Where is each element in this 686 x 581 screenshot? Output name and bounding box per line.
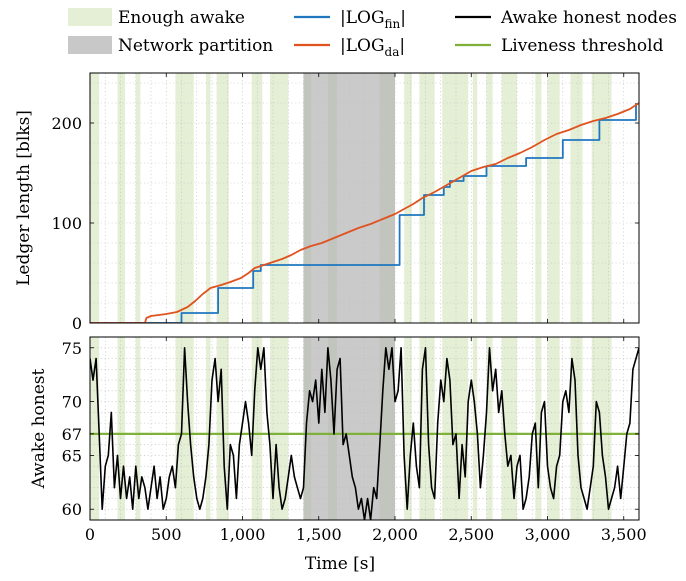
x-tick-label: 500 <box>151 525 182 544</box>
legend-item-fin: |LOGfin| <box>294 8 406 31</box>
top-awake-band-13 <box>442 73 469 323</box>
x-tick-label: 3,000 <box>525 525 571 544</box>
bottom-awake-band-1 <box>117 337 126 520</box>
bottom-y-axis-title: Awake honest <box>29 368 49 489</box>
bottom-awake-band-20 <box>591 337 612 520</box>
bottom-awake-band-14 <box>472 337 478 520</box>
series-line-nodes <box>90 347 639 520</box>
top-ytick-label: 0 <box>72 314 82 333</box>
x-tick-label: 2,000 <box>372 525 418 544</box>
legend-item-nodes: Awake honest nodes <box>455 8 677 28</box>
bottom-ytick-label: 65 <box>62 446 82 465</box>
top-awake-band-19 <box>570 73 583 323</box>
x-tick-label: 3,500 <box>601 525 647 544</box>
x-tick-label: 1,000 <box>220 525 266 544</box>
top-awake-band-4 <box>205 73 211 323</box>
legend-label-awake: Enough awake <box>118 8 245 28</box>
x-tick-label: 0 <box>85 525 95 544</box>
top-awake-band-20 <box>591 73 612 323</box>
legend-subscript-da: da <box>385 45 400 59</box>
x-tick-label: 1,500 <box>296 525 342 544</box>
top-awake-band-16 <box>501 73 517 323</box>
top-ytick-label: 100 <box>51 214 82 233</box>
top-awake-band-6 <box>251 73 263 323</box>
legend: Enough awake |LOGfin| Awake honest nodes Ne… <box>68 8 677 59</box>
legend-suffix-fin: | <box>400 8 406 28</box>
bottom-awake-band-2 <box>135 337 141 520</box>
legend-item-awake: Enough awake <box>68 8 245 28</box>
bottom-awake-band-15 <box>486 337 493 520</box>
legend-label-da: |LOGda| <box>340 36 405 59</box>
top-awake-band-1 <box>117 73 126 323</box>
bottom-plot-frame <box>89 336 640 521</box>
x-tick-label: 2,500 <box>448 525 494 544</box>
legend-item-partition: Network partition <box>68 36 273 56</box>
legend-swatch-awake <box>68 8 112 26</box>
series-line-da <box>90 102 639 323</box>
top-awake-band-0 <box>90 73 100 323</box>
top-ytick-label: 200 <box>51 114 82 133</box>
legend-item-threshold: Liveness threshold <box>455 36 664 56</box>
bottom-awake-band-16 <box>501 337 517 520</box>
top-awake-band-2 <box>135 73 141 323</box>
top-awake-band-7 <box>269 73 289 323</box>
top-awake-band-12 <box>419 73 435 323</box>
legend-subscript-fin: fin <box>385 17 401 31</box>
top-awake-band-17 <box>535 73 542 323</box>
bottom-awake-band-6 <box>251 337 263 520</box>
bottom-partition-band <box>303 337 395 520</box>
ledger-length-panel: 0 100 200 Ledger length [blks] <box>14 72 640 333</box>
bottom-ytick-label: 70 <box>62 393 82 412</box>
top-awake-band-14 <box>472 73 478 323</box>
bottom-plot-area <box>90 337 639 520</box>
x-axis-title: Time [s] <box>305 554 375 574</box>
legend-item-da: |LOGda| <box>294 36 405 59</box>
top-plot-area <box>90 73 639 323</box>
bottom-ytick-label: 60 <box>62 500 82 519</box>
legend-label-partition: Network partition <box>118 36 273 56</box>
top-partition-band <box>303 73 395 323</box>
legend-swatch-partition <box>68 36 112 54</box>
bottom-awake-band-3 <box>175 337 194 520</box>
awake-honest-panel: 60 65 67 70 75 0 500 1,000 1,500 2,000 2,500 3,000 3… <box>29 336 647 544</box>
top-plot-frame <box>89 72 640 324</box>
legend-label-threshold: Liveness threshold <box>501 36 664 56</box>
top-awake-band-3 <box>175 73 194 323</box>
bottom-ytick-label: 67 <box>62 425 82 444</box>
legend-label-fin: |LOGfin| <box>340 8 406 31</box>
top-y-axis-title: Ledger length [blks] <box>14 110 34 286</box>
top-awake-band-15 <box>486 73 493 323</box>
bottom-awake-band-4 <box>205 337 211 520</box>
bottom-ytick-label: 75 <box>62 339 82 358</box>
legend-label-nodes: Awake honest nodes <box>500 8 677 28</box>
top-awake-band-18 <box>547 73 560 323</box>
legend-suffix-da: | <box>399 36 405 56</box>
bottom-awake-band-0 <box>90 337 100 520</box>
top-awake-band-5 <box>216 73 229 323</box>
top-awake-band-11 <box>404 73 412 323</box>
bottom-awake-band-11 <box>404 337 412 520</box>
bottom-awake-band-17 <box>535 337 542 520</box>
